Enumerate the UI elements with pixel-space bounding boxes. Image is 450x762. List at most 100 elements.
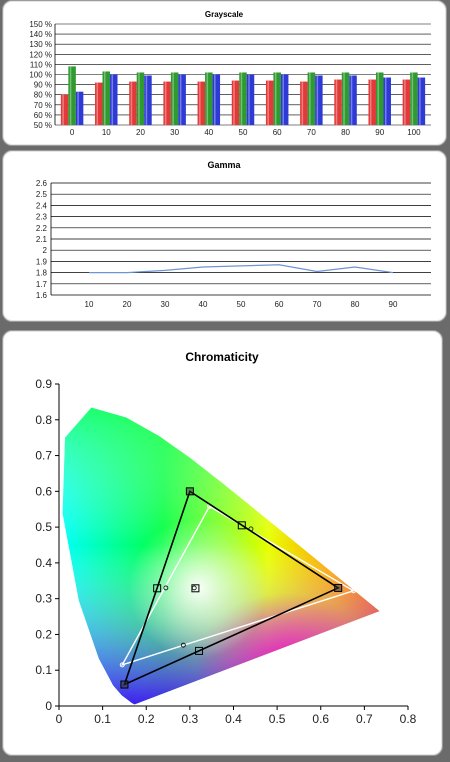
y-tick-label: 1.9 [36,257,48,266]
y-tick-label: 0 [45,699,52,713]
y-tick-label: 50 % [34,121,52,130]
bar-highlight [369,79,372,125]
measured-primary-point [119,662,125,668]
y-tick-label: 110 % [30,60,52,69]
y-tick-label: 0.5 [35,520,52,534]
grayscale-panel: Grayscale 50 % 60 % 70 % 80 % 90 % 100 % 110 %… [2,0,447,146]
bar-highlight [96,82,99,125]
gamma-title: Gamma [207,160,241,170]
target-primary-marker [334,583,343,592]
x-tick-label: 0.8 [400,712,417,726]
bar-highlight [343,72,345,125]
bar [300,81,308,125]
bar-highlight [130,81,133,125]
bar-highlight [350,75,353,125]
bar-highlight [138,72,140,125]
x-tick-label: 0 [70,128,75,137]
y-tick-label: 2.4 [36,201,48,210]
bar [315,75,323,125]
y-tick-label: 150 % [29,20,52,29]
x-tick-label: 0.3 [182,712,199,726]
bar-highlight [377,72,379,125]
y-tick-label: 2.3 [36,213,48,222]
bar-highlight [62,94,64,125]
y-tick-label: 0.3 [35,592,52,606]
bar-highlight [206,72,209,125]
target-gamut-triangle [123,490,340,687]
x-tick-label: 40 [204,128,213,137]
x-tick-label: 0.7 [356,712,373,726]
bar-highlight [384,77,387,125]
cie-gamut-fill [62,407,380,705]
bar [265,80,274,125]
bar [368,79,376,125]
x-tick-label: 70 [313,300,322,309]
bar [68,66,76,125]
x-tick-label: 50 [239,128,248,137]
bar-highlight [199,81,201,125]
x-tick-label: 20 [123,300,132,309]
bar-highlight [69,66,72,125]
bar-highlight [164,81,167,125]
x-tick-label: 30 [170,128,179,137]
bar [280,74,289,125]
bar-highlight [77,91,79,125]
bar-highlight [309,72,311,125]
bar [136,72,145,125]
y-tick-label: 130 % [29,40,52,49]
bar [341,72,350,125]
y-tick-label: 2.5 [36,190,48,199]
bar-highlight [111,74,114,125]
bar [375,72,384,125]
y-tick-label: 60 % [34,111,52,120]
bar [75,91,84,125]
x-tick-label: 20 [136,128,145,137]
x-tick-label: 90 [375,128,384,137]
bar-highlight [267,80,269,125]
bar [239,72,247,125]
bar [417,77,426,125]
bar [273,72,281,125]
bar [197,81,206,125]
x-tick-label: 0.2 [138,712,155,726]
x-tick-label: 80 [341,128,350,137]
bar-highlight [411,72,414,125]
measured-white-point [191,585,197,591]
bar [246,74,255,125]
x-tick-label: 0.5 [269,712,286,726]
bar-highlight [335,79,338,125]
bar-highlight [214,74,216,125]
bar [231,80,240,125]
x-tick-label: 60 [275,300,284,309]
chromaticity-panel: Chromaticity 0 0.1 0.2 0.3 0.4 0.5 0.6 0.7 0.8 0.… [2,330,443,756]
measured-primary-point [350,588,356,594]
y-tick-label: 2.1 [36,235,48,244]
bar-highlight [233,80,235,125]
bar [334,79,342,125]
chromaticity-title: Chromaticity [185,350,259,364]
y-tick-label: 2.6 [36,179,48,188]
bar [205,72,213,125]
x-tick-label: 0.4 [225,712,242,726]
x-tick-label: 30 [161,300,170,309]
bar [60,94,69,125]
grayscale-chart: Grayscale 50 %60 %70 %80 %90 %100 % 110 %… [29,10,431,137]
y-tick-label: 2 [43,246,48,255]
measured-secondary-point [163,585,169,591]
y-tick-label: 2.2 [36,224,48,233]
bar [129,81,137,125]
bar [144,75,152,125]
bar [110,74,118,125]
x-tick-label: 50 [237,300,246,309]
y-tick-label: 0.6 [35,484,52,498]
x-tick-label: 10 [102,128,111,137]
x-tick-label: 60 [273,128,282,137]
y-tick-label: 0.9 [35,377,52,391]
target-primary-marker [185,487,194,496]
target-secondary-marker [237,521,246,530]
bar-highlight [419,77,421,125]
bar [95,82,103,125]
bar [163,81,171,125]
x-tick-label: 80 [351,300,360,309]
x-tick-label: 40 [199,300,208,309]
